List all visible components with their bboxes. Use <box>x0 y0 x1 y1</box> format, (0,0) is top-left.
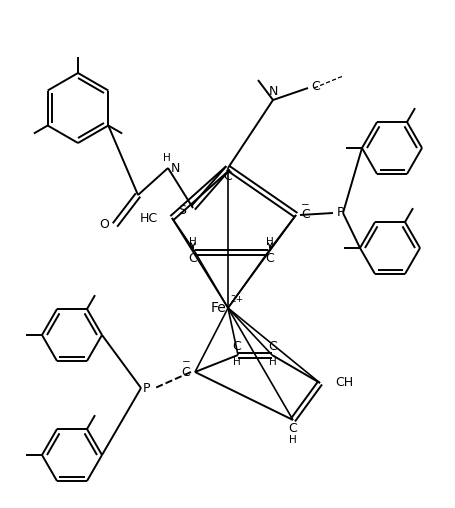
Text: H: H <box>266 237 274 247</box>
Text: S: S <box>178 204 186 216</box>
Text: H: H <box>289 435 297 445</box>
Text: P: P <box>142 382 150 395</box>
Text: −: − <box>301 200 310 210</box>
Text: P: P <box>336 206 344 219</box>
Text: CH: CH <box>335 376 353 390</box>
Text: H: H <box>233 357 241 367</box>
Text: C: C <box>268 340 278 354</box>
Text: C: C <box>301 208 310 221</box>
Text: Fe: Fe <box>210 301 226 315</box>
Text: −: − <box>182 357 191 367</box>
Text: H: H <box>189 237 197 247</box>
Text: 2+: 2+ <box>230 295 243 304</box>
Text: H: H <box>269 357 277 367</box>
Text: C: C <box>189 251 197 265</box>
Text: C: C <box>311 79 320 92</box>
Text: C: C <box>288 423 298 435</box>
Text: C: C <box>223 170 233 183</box>
Text: C: C <box>266 251 274 265</box>
Text: H: H <box>163 153 171 163</box>
Text: N: N <box>268 85 278 98</box>
Text: C: C <box>181 365 190 378</box>
Text: HC: HC <box>140 211 158 225</box>
Text: C: C <box>233 340 241 354</box>
Text: N: N <box>171 162 180 175</box>
Text: O: O <box>99 218 109 232</box>
